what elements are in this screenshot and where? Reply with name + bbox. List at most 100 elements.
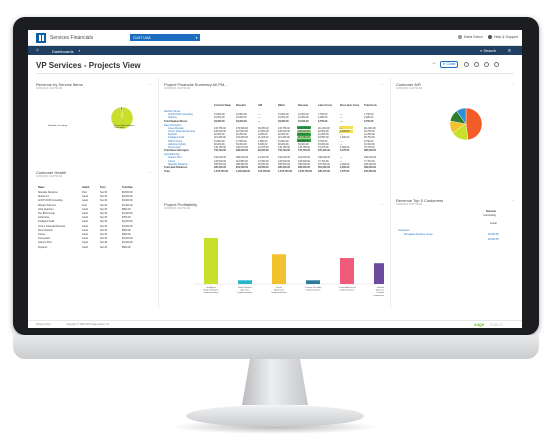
bar[interactable] (374, 263, 384, 284)
table-cell: 9,750.00 (318, 139, 328, 143)
close-button[interactable]: ✕ Close (440, 61, 458, 68)
bar[interactable] (272, 254, 286, 284)
table-cell: 19,500.00 (298, 139, 309, 143)
total-cell: 841,500.00 (236, 166, 248, 169)
panel-menu-icon[interactable]: ⋯ (149, 170, 152, 174)
project-link[interactable]: Sighting (168, 116, 177, 120)
table-cell: 116,250.00 (214, 136, 226, 140)
grand-total-cell: 1,673,750.00 (214, 170, 228, 173)
total-cell: 935,000.00 (298, 166, 310, 169)
bar[interactable] (238, 280, 252, 284)
table-cell: AOCTCOIR Consulting (38, 199, 63, 203)
project-link[interactable]: NATIX Group (168, 139, 183, 143)
user-name[interactable]: Karla Greco (464, 35, 483, 39)
close-label: Close (446, 62, 456, 66)
column-subheader: Year Ending (483, 214, 496, 217)
revenue-service-slice[interactable] (120, 106, 123, 119)
panel-menu-icon[interactable]: ⋯ (511, 82, 514, 86)
table-cell: $2,000.00 (122, 220, 133, 224)
help-icon[interactable] (488, 35, 492, 39)
table-cell: Net 30 (100, 237, 108, 241)
table-cell: Good (82, 195, 88, 199)
group-label[interactable]: Dave Harrington (164, 123, 182, 127)
table-cell: $500.00 (122, 228, 131, 232)
total-cell: 935,000.00 (278, 166, 290, 169)
table-cell: Dynamic (38, 245, 48, 249)
group-label[interactable]: Customers (398, 229, 410, 232)
collapse-icon[interactable]: − (432, 61, 436, 67)
project-link[interactable]: Jefferson Supply (168, 142, 186, 146)
table-cell: 104,625.00 (236, 136, 248, 140)
user-avatar-icon[interactable] (458, 35, 462, 39)
home-icon[interactable]: ⌂ (36, 47, 40, 53)
panel-menu-icon[interactable]: ⋯ (381, 202, 384, 206)
refresh-icon[interactable] (484, 62, 489, 67)
table-cell: 129,500.00 (278, 159, 290, 163)
table-cell: 60,000.00 (298, 142, 309, 146)
column-subheader: Actual (490, 222, 497, 225)
total-cell: 23,000.00 (278, 119, 289, 123)
table-cell: 3,250.00 (258, 133, 268, 137)
table-cell: 17,550.00 (236, 139, 247, 143)
table-cell: Good (82, 228, 88, 232)
project-link[interactable]: Column Plus (168, 156, 182, 160)
table-cell: 395,500.00 (214, 162, 226, 166)
table-header: Receipts (236, 104, 246, 107)
panel-revenue-top5: Revenue Top 5 Customers 01/06/2016 10:27… (396, 198, 514, 278)
project-link[interactable]: Green Rentals (168, 126, 184, 130)
company-selector[interactable]: CUST USA ▼ (130, 34, 200, 41)
menu-icon[interactable]: ≡ (508, 47, 511, 54)
header-divider (36, 73, 514, 74)
table-cell: Good (82, 212, 88, 215)
highlight-cell (297, 129, 311, 133)
table-cell: 125,000.00 (298, 130, 310, 133)
project-link[interactable]: Cirrum Financial Services (168, 130, 196, 133)
table-cell: 9,750.00 (364, 139, 374, 143)
revenue-value[interactable]: 26,062.50 (488, 233, 499, 236)
panel-menu-icon[interactable]: ⋯ (381, 82, 384, 86)
bar-category-label: Steel Workers Adv Stan Implementation (238, 286, 254, 294)
nav-dashboards[interactable]: Dashboards (52, 48, 74, 54)
panel-menu-icon[interactable]: ⋯ (511, 198, 514, 202)
project-link[interactable]: Intelligent Audit (168, 136, 185, 140)
bar[interactable] (340, 258, 354, 284)
table-cell: 237,300.00 (318, 162, 330, 166)
gear-icon[interactable] (474, 62, 479, 67)
customer-link[interactable]: Renegade Furniture Group (404, 233, 433, 236)
table-cell: 1,875.00 (340, 130, 350, 133)
customer-ar-slice[interactable] (456, 107, 467, 125)
project-link[interactable]: Comet (168, 159, 176, 163)
table-cell: Net 30 (100, 245, 108, 249)
project-link[interactable]: Dynamic (168, 133, 178, 137)
total-cell: 3,750.00 (364, 119, 374, 123)
total-cell: — (340, 119, 343, 123)
table-cell: $750.00 (122, 216, 131, 220)
table-cell: 125,000.00 (278, 130, 290, 133)
revenue-total[interactable]: 26,062.50 (488, 238, 499, 241)
customer-ar-slice[interactable] (465, 107, 483, 141)
app-logo-icon[interactable] (36, 33, 46, 43)
help-link[interactable]: Help & Support (494, 35, 518, 39)
table-cell: 2,000.00 (364, 116, 374, 120)
nav-search-button[interactable]: ⌕ Search (480, 48, 497, 53)
group-label[interactable]: Jack Robinson (164, 153, 180, 157)
group-label[interactable]: Stephen Morse (164, 110, 181, 113)
privacy-link[interactable]: Privacy Policy (36, 323, 51, 326)
bar[interactable] (204, 237, 218, 284)
print-icon[interactable] (494, 62, 499, 67)
nav-bar: ⌂ Dashboards ▼ ⌕ Search ≡ (28, 46, 522, 55)
bar[interactable] (306, 280, 320, 284)
legend-label: Project Mgt Software Consulting (114, 125, 135, 129)
table-header: Health (82, 186, 90, 189)
grand-total-cell: 1,494,000.00 (236, 170, 250, 173)
project-link[interactable]: Vencentrapi (168, 146, 181, 149)
project-link[interactable]: AOCTCOIR Consulting (168, 113, 193, 117)
panel-title: Revenue by Service Items (36, 82, 83, 87)
chevron-down-icon[interactable]: ▼ (78, 48, 81, 53)
project-link[interactable]: Sitewide Solutions (168, 162, 188, 166)
total-cell: 380,500.00 (364, 149, 376, 153)
table-cell: — (340, 133, 343, 137)
panel-menu-icon[interactable]: ⋯ (149, 82, 152, 86)
panel-title: Customer Health (36, 170, 67, 175)
add-icon[interactable] (464, 62, 469, 67)
